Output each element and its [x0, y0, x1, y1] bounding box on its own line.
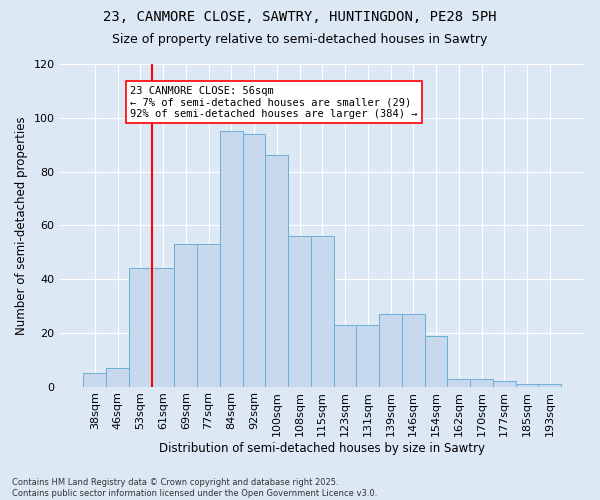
X-axis label: Distribution of semi-detached houses by size in Sawtry: Distribution of semi-detached houses by …	[159, 442, 485, 455]
Bar	[288, 236, 311, 386]
Bar	[470, 378, 493, 386]
Bar	[152, 268, 175, 386]
Bar	[538, 384, 561, 386]
Bar	[220, 131, 242, 386]
Bar	[265, 156, 288, 386]
Bar	[379, 314, 402, 386]
Bar	[129, 268, 152, 386]
Bar	[402, 314, 425, 386]
Bar	[356, 325, 379, 386]
Text: 23 CANMORE CLOSE: 56sqm
← 7% of semi-detached houses are smaller (29)
92% of sem: 23 CANMORE CLOSE: 56sqm ← 7% of semi-det…	[130, 86, 418, 118]
Bar	[83, 373, 106, 386]
Bar	[334, 325, 356, 386]
Bar	[197, 244, 220, 386]
Bar	[106, 368, 129, 386]
Bar	[515, 384, 538, 386]
Bar	[242, 134, 265, 386]
Bar	[311, 236, 334, 386]
Text: Size of property relative to semi-detached houses in Sawtry: Size of property relative to semi-detach…	[112, 32, 488, 46]
Bar	[448, 378, 470, 386]
Y-axis label: Number of semi-detached properties: Number of semi-detached properties	[15, 116, 28, 334]
Bar	[493, 381, 515, 386]
Bar	[175, 244, 197, 386]
Text: 23, CANMORE CLOSE, SAWTRY, HUNTINGDON, PE28 5PH: 23, CANMORE CLOSE, SAWTRY, HUNTINGDON, P…	[103, 10, 497, 24]
Text: Contains HM Land Registry data © Crown copyright and database right 2025.
Contai: Contains HM Land Registry data © Crown c…	[12, 478, 377, 498]
Bar	[425, 336, 448, 386]
